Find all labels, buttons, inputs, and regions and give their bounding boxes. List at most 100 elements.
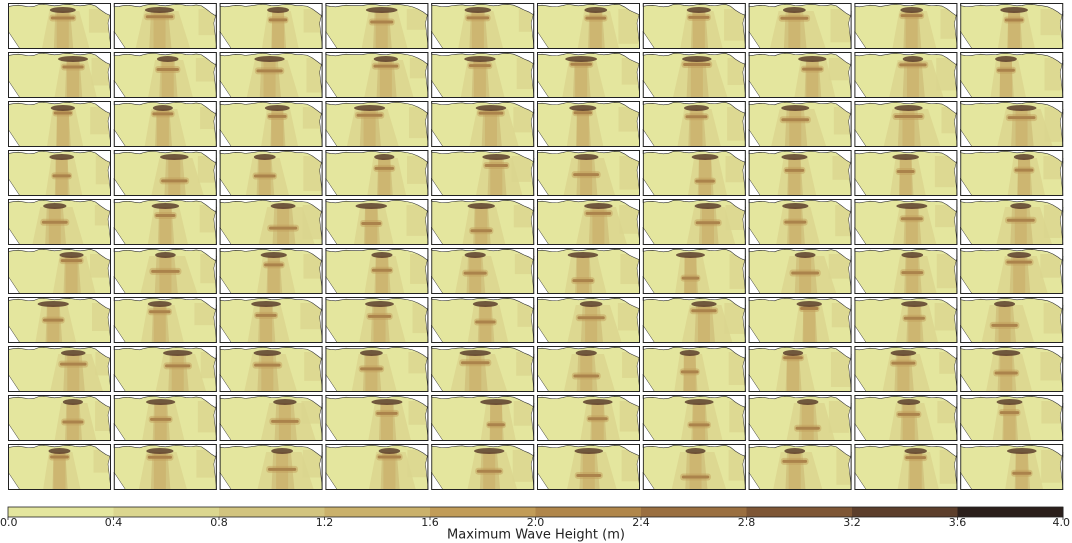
plume-core (55, 158, 68, 196)
map-panel (642, 297, 746, 343)
map-panel (642, 150, 746, 196)
wave-band (573, 111, 593, 115)
wave-band (367, 314, 392, 318)
land-southwest (431, 324, 444, 343)
wave-band (688, 15, 710, 19)
land-north (325, 52, 429, 66)
side-patch (835, 205, 852, 237)
plume-core (697, 305, 710, 343)
side-patch (727, 107, 746, 141)
land-north (537, 444, 640, 457)
land-southwest (854, 373, 867, 392)
wave-band-halo (148, 415, 173, 423)
plume-core (171, 354, 184, 392)
panel-frame (219, 199, 323, 245)
plume-core (786, 354, 799, 392)
panel-frame (8, 101, 111, 147)
land-north (748, 346, 852, 360)
land-north (219, 248, 323, 262)
wave-band (899, 63, 927, 67)
plume-core (799, 256, 812, 294)
panel-frame (325, 346, 429, 392)
land-north (431, 3, 535, 16)
panel-frame (537, 150, 640, 196)
land-north (854, 297, 958, 311)
wave-band (267, 467, 297, 471)
panel-frame (325, 395, 429, 441)
wave-band (783, 356, 803, 360)
side-patch (511, 156, 532, 182)
map-panel (325, 346, 429, 392)
source-zone (574, 448, 604, 454)
map-panel (748, 248, 852, 294)
land-north (537, 395, 640, 408)
land-southwest (854, 471, 867, 490)
wave-band (695, 179, 715, 183)
side-patch (95, 156, 111, 185)
wave-band (585, 211, 612, 215)
wave-band-halo (989, 321, 1020, 329)
wave-band-halo (154, 212, 177, 220)
panel-frame (854, 444, 958, 490)
land-north (431, 248, 535, 261)
land-north (642, 3, 746, 16)
wave-band (570, 62, 592, 66)
land-north (325, 3, 429, 17)
side-patch (729, 254, 746, 289)
wave-band (576, 473, 602, 477)
plume-core (905, 11, 918, 49)
map-panel (8, 444, 111, 490)
colorbar-segment (746, 507, 853, 517)
map-panel (325, 444, 429, 490)
side-patch (200, 254, 217, 284)
wave-band-halo (146, 453, 174, 461)
map-panel (431, 52, 535, 98)
side-patch (1041, 401, 1062, 424)
wave-band (373, 64, 399, 68)
land-southwest (960, 275, 973, 294)
wave-band-halo (163, 362, 192, 370)
panel-frame (960, 3, 1064, 49)
source-zone (480, 399, 513, 405)
panel-frame (219, 346, 323, 392)
side-patch (724, 9, 745, 41)
wave-band (165, 364, 191, 368)
plume-core (684, 256, 697, 294)
source-zone (355, 203, 388, 209)
source-zone (781, 105, 810, 111)
wave-band-halo (575, 314, 607, 322)
land-north (8, 101, 111, 115)
tick-label: 0.8 (210, 516, 228, 529)
land-north (113, 444, 217, 458)
land-north (113, 395, 217, 409)
map-panel (8, 395, 111, 441)
plume-core (576, 256, 589, 294)
map-panel (325, 3, 429, 49)
land-southwest (960, 177, 973, 196)
panel-frame (219, 3, 323, 49)
land-southwest (854, 30, 867, 49)
wave-band (371, 268, 392, 272)
panel-frame (748, 297, 852, 343)
panel-frame (325, 101, 429, 147)
plume-core (261, 354, 274, 392)
source-zone (679, 350, 700, 356)
side-patch (830, 352, 851, 387)
side-patch (516, 352, 535, 376)
land-north (325, 395, 429, 409)
map-panel (854, 3, 958, 49)
land-north (113, 101, 217, 115)
side-patch (408, 352, 429, 374)
source-zone (569, 105, 597, 111)
land-southwest (854, 128, 867, 147)
wave-band (475, 320, 496, 324)
panel-frame (113, 444, 217, 490)
panel-frame (537, 101, 640, 147)
land-north (854, 3, 958, 17)
side-patch (1043, 303, 1064, 334)
wave-band-halo (995, 66, 1017, 74)
colorbar-segment (535, 507, 642, 517)
map-panel (748, 444, 852, 490)
source-zone (365, 301, 394, 307)
map-panel (219, 444, 323, 490)
